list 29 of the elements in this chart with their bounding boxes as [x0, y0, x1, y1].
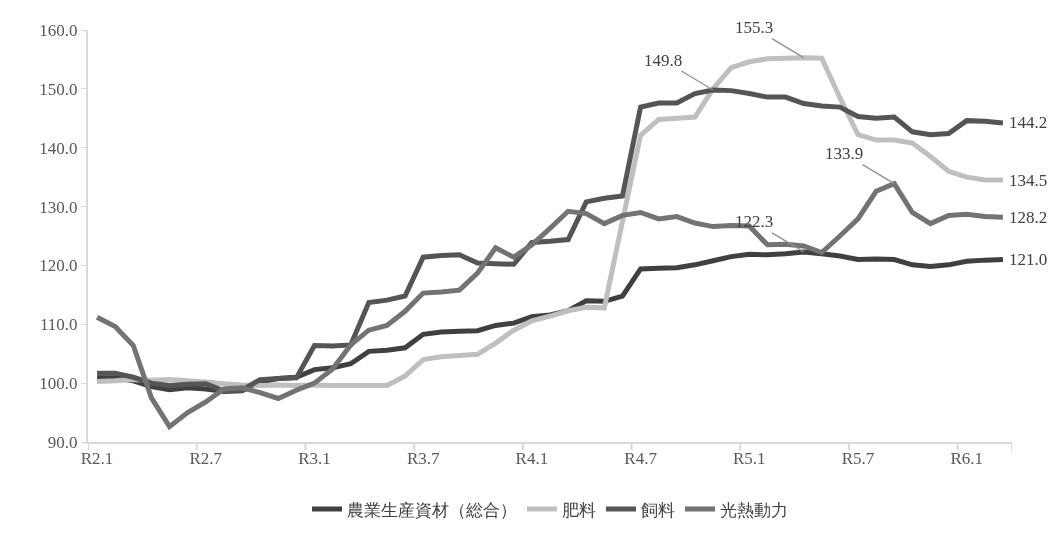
x-tick-label: R5.1	[732, 449, 766, 469]
x-tick-label: R2.1	[80, 449, 114, 469]
x-tick-label: R6.1	[950, 449, 984, 469]
x-tick-label: R4.7	[624, 449, 658, 469]
data-label: 121.0	[1009, 250, 1048, 269]
x-tick-label: R4.1	[515, 449, 549, 469]
x-tick-label: R3.1	[298, 449, 331, 469]
data-label: 128.2	[1009, 208, 1048, 227]
x-tick-label: R3.7	[406, 449, 440, 469]
y-tick-label: 120.0	[39, 256, 78, 276]
y-tick-label: 150.0	[39, 79, 78, 99]
data-label: 122.3	[735, 212, 774, 231]
data-label: 155.3	[735, 18, 774, 37]
data-label: 144.2	[1009, 113, 1048, 132]
legend-label: 光熱動力	[720, 500, 788, 520]
legend-label: 農業生産資材（総合）	[347, 500, 517, 520]
y-tick-label: 90.0	[47, 432, 78, 452]
data-label: 149.8	[644, 51, 683, 70]
y-tick-label: 140.0	[39, 138, 78, 158]
y-tick-label: 110.0	[39, 315, 78, 335]
legend-label: 飼料	[641, 500, 675, 520]
y-tick-label: 130.0	[39, 197, 78, 217]
y-tick-label: 100.0	[39, 374, 78, 394]
data-label: 134.5	[1009, 171, 1048, 190]
data-label: 133.9	[825, 144, 864, 163]
x-tick-label: R2.7	[189, 449, 223, 469]
y-tick-label: 160.0	[39, 20, 78, 40]
x-tick-label: R5.7	[841, 449, 875, 469]
legend-label: 肥料	[562, 500, 596, 520]
